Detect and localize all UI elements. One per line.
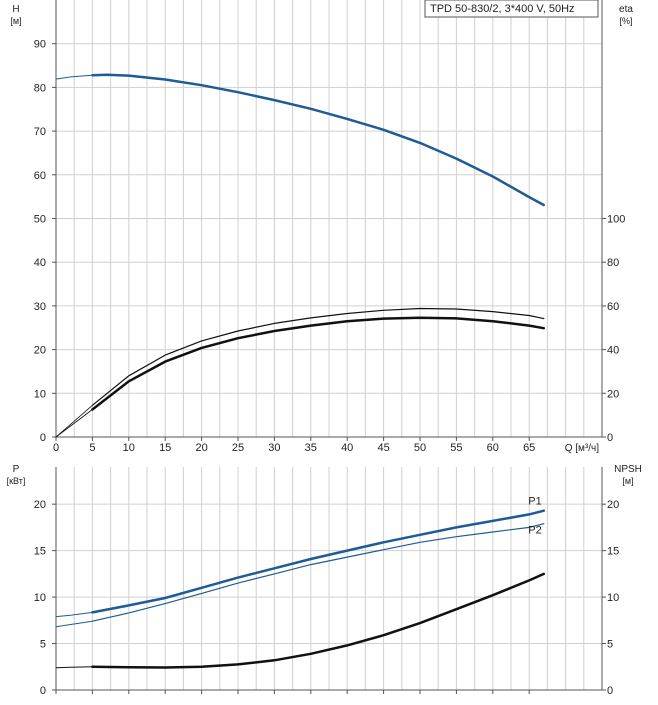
right-tick-label: 100 xyxy=(607,214,625,226)
x-tick-label: 35 xyxy=(305,442,317,454)
chart-title: TPD 50-830/2, 3*400 V, 50Hz xyxy=(430,3,575,15)
title-box xyxy=(424,0,599,18)
panel-head-efficiency xyxy=(52,0,606,441)
left-tick-label: 30 xyxy=(34,301,46,313)
right-tick-label: 10 xyxy=(607,592,619,604)
x-tick-label: 50 xyxy=(414,442,426,454)
left-axis-title: P xyxy=(13,464,20,475)
curve-p2-low xyxy=(55,620,93,628)
right-axis-title: eta xyxy=(619,4,633,15)
curve-eta-upper xyxy=(91,307,545,406)
left-tick-label: 10 xyxy=(34,592,46,604)
panel-power-npsh xyxy=(52,467,606,694)
right-tick-label: 40 xyxy=(607,345,619,357)
left-tick-label: 60 xyxy=(34,170,46,182)
right-tick-label: 20 xyxy=(607,499,619,511)
curve-h xyxy=(91,73,546,207)
x-tick-label: 10 xyxy=(123,442,135,454)
curve-h-low xyxy=(55,74,93,80)
x-tick-label: 40 xyxy=(341,442,353,454)
left-tick-label: 5 xyxy=(40,639,46,651)
right-axis-unit: [м] xyxy=(622,476,633,486)
left-tick-label: 70 xyxy=(34,126,46,138)
curve-npsh xyxy=(91,572,546,669)
x-tick-label: 55 xyxy=(450,442,462,454)
right-tick-label: 0 xyxy=(607,685,613,697)
left-tick-label: 15 xyxy=(34,546,46,558)
right-tick-label: 5 xyxy=(607,639,613,651)
x-axis-label: Q [м³/ч] xyxy=(565,443,600,454)
series-label-p1: P1 xyxy=(528,496,541,508)
curve-eta-lower xyxy=(91,316,546,411)
curve-p2 xyxy=(91,523,545,622)
series-label-p2: P2 xyxy=(528,525,541,537)
left-axis-title: H xyxy=(12,4,19,15)
left-tick-label: 20 xyxy=(34,345,46,357)
left-tick-label: 40 xyxy=(34,257,46,269)
x-tick-label: 15 xyxy=(159,442,171,454)
curve-npsh-low xyxy=(55,666,93,669)
left-tick-label: 80 xyxy=(34,82,46,94)
left-tick-label: 20 xyxy=(34,499,46,511)
left-tick-label: 0 xyxy=(40,685,46,697)
x-tick-label: 65 xyxy=(523,442,535,454)
left-axis-unit: [кВт] xyxy=(7,476,26,486)
x-tick-label: 0 xyxy=(53,442,59,454)
right-tick-label: 80 xyxy=(607,257,619,269)
curve-p1-low xyxy=(55,611,93,618)
x-tick-label: 45 xyxy=(377,442,389,454)
right-tick-label: 60 xyxy=(607,301,619,313)
curve-p1 xyxy=(91,509,546,614)
right-tick-label: 15 xyxy=(607,546,619,558)
right-axis-title: NPSH xyxy=(614,464,642,475)
x-tick-label: 20 xyxy=(195,442,207,454)
left-tick-label: 50 xyxy=(34,214,46,226)
curve-eta-upper-low xyxy=(55,404,93,438)
x-tick-label: 60 xyxy=(487,442,499,454)
left-axis-unit: [м] xyxy=(10,16,21,26)
right-axis-unit: [%] xyxy=(619,16,632,26)
x-tick-label: 30 xyxy=(268,442,280,454)
right-tick-label: 20 xyxy=(607,388,619,400)
left-tick-label: 10 xyxy=(34,388,46,400)
x-tick-label: 25 xyxy=(232,442,244,454)
curve-eta-lower-low xyxy=(55,409,93,438)
x-tick-label: 5 xyxy=(89,442,95,454)
left-tick-label: 90 xyxy=(34,39,46,51)
left-tick-label: 0 xyxy=(40,432,46,444)
right-tick-label: 0 xyxy=(607,432,613,444)
